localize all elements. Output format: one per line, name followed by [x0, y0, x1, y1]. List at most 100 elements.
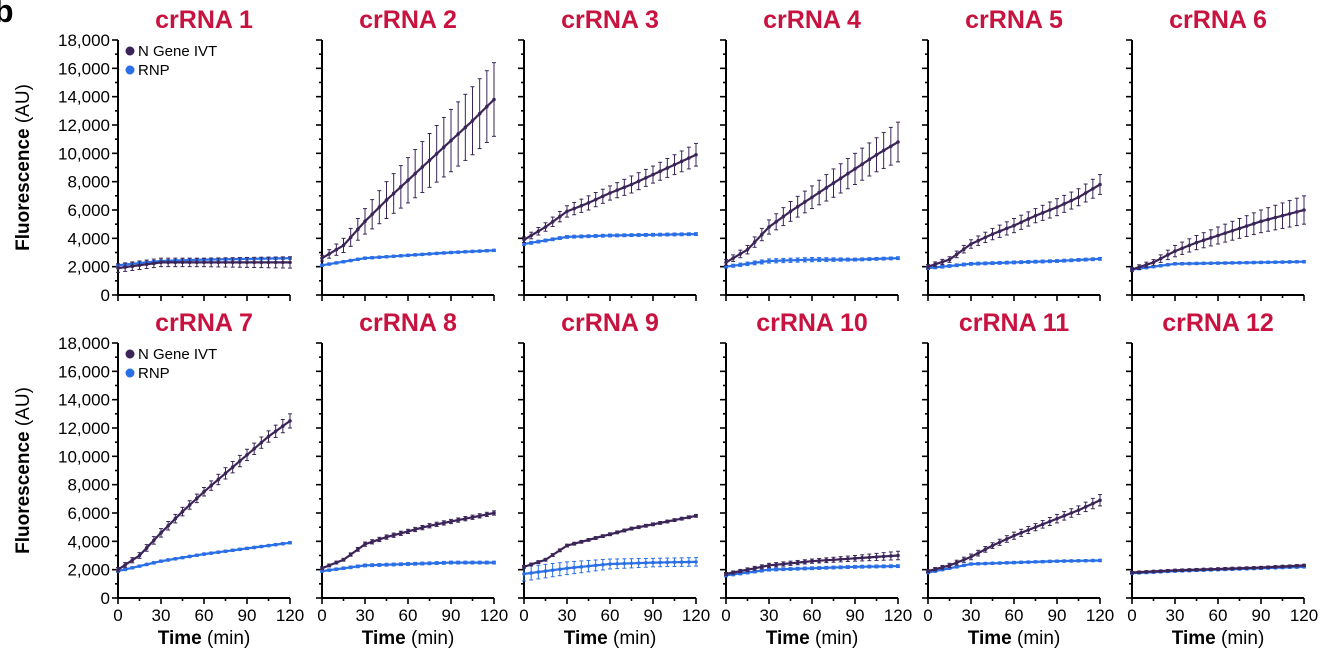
data-point: [463, 560, 468, 565]
data-point: [406, 178, 410, 183]
data-point: [492, 97, 496, 102]
y-tick-label: 2,000: [67, 258, 110, 277]
data-point: [1302, 259, 1306, 264]
data-point: [558, 548, 562, 553]
panel-letter: b: [0, 0, 14, 29]
legend-label-rnp: RNP: [138, 62, 170, 79]
data-point: [651, 172, 655, 177]
data-point: [969, 562, 973, 566]
data-point: [130, 264, 135, 268]
data-point: [586, 538, 591, 542]
data-point: [608, 562, 612, 566]
data-point: [327, 568, 331, 572]
data-point: [202, 260, 206, 265]
data-point: [550, 237, 555, 242]
data-point: [1048, 559, 1052, 564]
data-point: [413, 171, 417, 176]
data-point: [1180, 568, 1184, 572]
x-tick-label: 120: [276, 606, 304, 625]
data-point: [881, 554, 886, 559]
y-tick-label: 10,000: [58, 447, 110, 466]
data-point: [456, 250, 460, 254]
data-point: [860, 564, 864, 569]
data-point: [846, 171, 850, 176]
data-point: [846, 557, 850, 561]
data-point: [672, 162, 677, 167]
data-point: [1295, 563, 1299, 568]
data-point: [817, 558, 821, 563]
data-point: [636, 561, 641, 565]
data-point: [1201, 567, 1206, 572]
data-point: [485, 560, 489, 565]
data-point: [803, 560, 807, 564]
x-tick-label: 60: [399, 606, 418, 625]
x-axis-label-bold: Time: [968, 628, 1012, 649]
data-point: [116, 567, 120, 572]
data-point: [615, 530, 619, 535]
data-point: [724, 572, 728, 576]
data-point: [1216, 261, 1220, 265]
legend: N Gene IVT RNP: [125, 43, 217, 79]
data-point: [565, 235, 569, 239]
data-point: [1083, 257, 1088, 262]
panel-1: crRNA 1 0 2,000 4,000 6,000 8,000 10,000 12,000…: [13, 6, 292, 305]
data-point: [781, 258, 786, 263]
data-point: [180, 509, 185, 514]
data-point: [881, 564, 886, 569]
data-point: [1295, 210, 1299, 214]
data-point: [363, 256, 367, 260]
data-point: [391, 254, 396, 259]
data-point: [1055, 205, 1059, 209]
data-point: [1033, 525, 1038, 529]
data-point: [622, 528, 627, 533]
data-point: [1237, 226, 1242, 231]
data-point: [477, 111, 482, 116]
data-point: [731, 256, 735, 260]
data-point: [152, 538, 156, 543]
data-point: [629, 182, 634, 187]
data-point: [195, 496, 199, 501]
data-point: [522, 572, 526, 576]
data-point: [166, 260, 170, 265]
data-point: [896, 140, 900, 144]
data-point: [615, 561, 619, 566]
data-point: [644, 561, 648, 565]
data-point: [644, 176, 648, 180]
data-point: [1259, 260, 1263, 265]
y-axis-label-unit: (AU): [13, 387, 34, 431]
x-tick-label: 0: [721, 606, 730, 625]
data-point: [824, 257, 829, 262]
x-tick-label: 30: [152, 606, 171, 625]
data-point: [259, 260, 264, 265]
data-point: [1223, 566, 1227, 571]
data-point: [838, 557, 843, 562]
data-point: [1069, 559, 1074, 563]
data-point: [694, 514, 698, 518]
data-point: [679, 560, 684, 564]
data-point: [601, 233, 605, 238]
data-point: [788, 209, 793, 214]
panel-4: crRNA 4: [720, 6, 900, 301]
data-point: [522, 565, 526, 569]
data-point: [1173, 262, 1177, 266]
data-point: [687, 232, 691, 237]
data-point: [767, 567, 771, 572]
data-point: [679, 159, 684, 164]
data-point: [926, 569, 930, 573]
data-point: [245, 453, 249, 457]
data-point: [831, 565, 836, 570]
data-point: [1244, 224, 1249, 228]
data-point: [1209, 261, 1213, 266]
data-point: [579, 203, 584, 208]
data-point: [1194, 240, 1199, 245]
data-point: [216, 260, 221, 265]
data-point: [273, 542, 278, 547]
data-point: [752, 569, 757, 574]
data-point: [238, 260, 242, 265]
data-point: [817, 257, 821, 262]
data-point: [867, 555, 872, 560]
data-point: [327, 563, 331, 568]
data-point: [334, 560, 339, 565]
data-point: [1005, 537, 1009, 541]
data-point: [831, 557, 836, 562]
